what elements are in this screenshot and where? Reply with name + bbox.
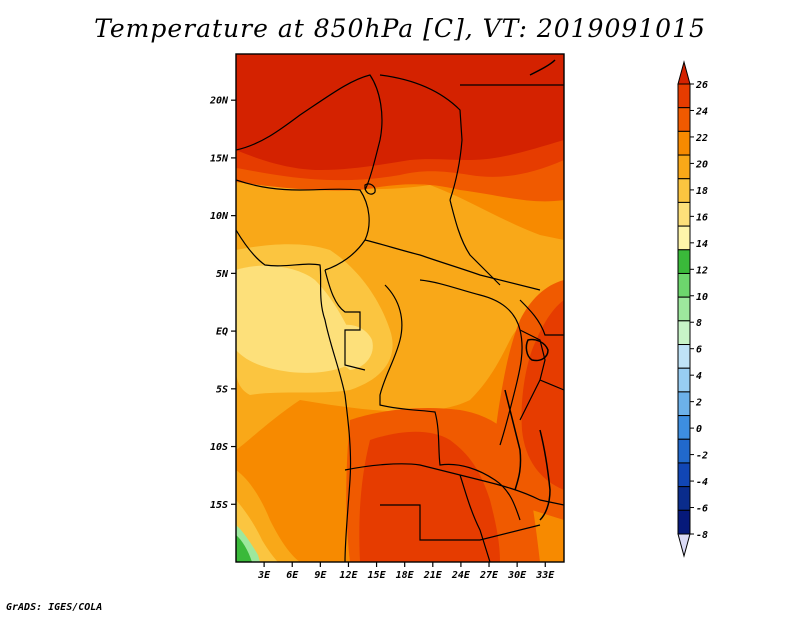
temperature-field [236, 54, 564, 562]
colorbar-label: -2 [696, 451, 708, 462]
colorbar-label: 8 [696, 318, 702, 329]
colorbar-label: 22 [695, 133, 708, 144]
colorbar-label: 20 [695, 159, 708, 170]
lat-tick-label: EQ [216, 327, 228, 338]
colorbar-label: 4 [696, 371, 702, 382]
colorbar-label: 6 [696, 345, 702, 356]
colorbar-box [677, 415, 691, 440]
lon-tick-label: 21E [423, 570, 443, 581]
lon-tick-label: 12E [339, 570, 358, 581]
colorbar-label: 26 [695, 80, 708, 91]
lon-tick-label: 18E [396, 570, 415, 581]
field-region-10-sw [236, 535, 252, 562]
colorbar-box [677, 367, 691, 393]
colorbar-box [677, 154, 691, 180]
colorbar-label: 16 [696, 212, 708, 223]
colorbar-box [677, 107, 691, 132]
field-region-24-east [521, 300, 564, 490]
lat-tick-label: 15S [210, 500, 228, 511]
lon-tick-label: 30E [507, 570, 527, 581]
colorbar-box [677, 486, 691, 511]
colorbar-box [677, 438, 691, 464]
colorbar-label: 12 [696, 265, 708, 276]
lat-tick-label: 5S [216, 384, 228, 395]
longitude-axis: 3E 6E 9E 12E 15E 18E 21E 24E 27E 30E 33E [257, 562, 555, 581]
lat-tick-label: 5N [216, 269, 229, 280]
lon-tick-label: 24E [451, 570, 471, 581]
lat-tick-label: 15N [210, 153, 229, 164]
lon-tick-label: 33E [535, 570, 555, 581]
lat-tick-label: 10N [210, 211, 229, 222]
colorbar-box [677, 344, 691, 369]
colorbar-top-triangle [677, 60, 691, 85]
colorbar-box [677, 249, 691, 274]
colorbar-box [677, 391, 691, 417]
field-region-14 [236, 265, 360, 373]
lat-tick-label: 20N [209, 96, 229, 107]
lon-tick-label: 9E [314, 570, 327, 581]
colorbar-box [677, 201, 691, 227]
colorbar-box [677, 225, 691, 251]
lon-tick-label: 6E [286, 570, 299, 581]
colorbar-label: 18 [696, 186, 708, 197]
colorbar-box [677, 296, 691, 322]
field-region-26-north [236, 54, 564, 170]
chart-title: Temperature at 850hPa [C], VT: 201909101… [94, 14, 706, 43]
colorbar-box [677, 272, 691, 298]
grads-credit: GrADS: IGES/COLA [6, 602, 103, 613]
map-frame [235, 53, 565, 563]
colorbar-box [677, 178, 691, 203]
lon-tick-label: 27E [479, 570, 499, 581]
country-borders [236, 59, 564, 562]
lon-tick-label: 15E [368, 570, 387, 581]
colorbar-label: -4 [696, 477, 708, 488]
colorbar-box [677, 130, 691, 156]
colorbar-label: 10 [696, 292, 708, 303]
colorbar-label: 0 [696, 424, 702, 435]
colorbar-label: 14 [696, 239, 708, 250]
colorbar-bottom-triangle [677, 533, 691, 558]
lat-tick-label: 10S [210, 442, 228, 453]
field-region-14b [330, 324, 373, 370]
colorbar-box [677, 320, 691, 346]
colorbar-box [677, 509, 691, 535]
colorbar-box [677, 83, 691, 109]
lon-tick-label: 3E [257, 570, 271, 581]
colorbar-label: -8 [696, 530, 708, 541]
colorbar-label: 24 [695, 106, 708, 117]
latitude-axis: 20N 15N 10N 5N EQ 5S 10S 15S [209, 96, 236, 511]
colorbar-box [677, 462, 691, 488]
colorbar-label: 2 [695, 398, 702, 409]
colorbar-label: -6 [696, 504, 708, 515]
